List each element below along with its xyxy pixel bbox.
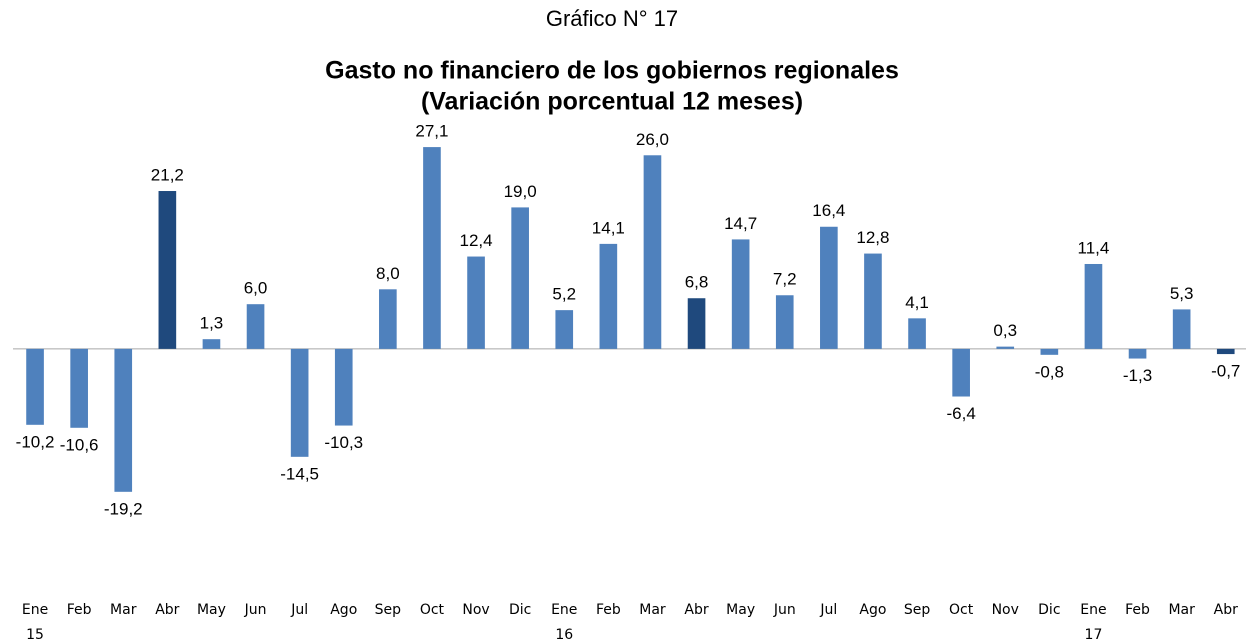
- data-label: 12,8: [856, 228, 889, 247]
- x-tick-label: May: [726, 602, 755, 618]
- data-label: -10,2: [16, 432, 55, 451]
- data-label: -10,6: [60, 435, 99, 454]
- x-tick-label: Ago: [330, 602, 357, 618]
- data-label: 0,3: [993, 321, 1017, 340]
- bar: [1084, 263, 1103, 349]
- x-tick-label: Jun: [773, 602, 796, 618]
- x-tick-label: Jul: [290, 602, 308, 618]
- data-label: 8,0: [376, 264, 400, 283]
- data-label: 16,4: [812, 201, 845, 220]
- data-label: -1,3: [1123, 366, 1152, 385]
- x-tick-label: Feb: [596, 602, 621, 618]
- data-label: 11,4: [1078, 238, 1110, 257]
- data-label: -0,7: [1211, 362, 1240, 381]
- x-tick-label: Ene 15: [22, 602, 48, 643]
- chart-title: Gráfico N° 17: [546, 6, 678, 31]
- data-label: 27,1: [415, 122, 448, 141]
- data-label: -6,4: [947, 404, 976, 423]
- x-tick-label: Ene 17: [1080, 602, 1106, 643]
- x-tick-label: Jun: [244, 602, 267, 618]
- x-tick-label: Abr: [1214, 602, 1238, 618]
- x-tick-label: May: [197, 602, 226, 618]
- data-label: 5,2: [552, 285, 576, 304]
- x-tick-label: Sep: [375, 602, 402, 618]
- data-label: 19,0: [504, 182, 537, 201]
- x-tick-label: Oct: [420, 602, 445, 618]
- bar: [334, 348, 353, 426]
- x-tick-label: Sep: [904, 602, 931, 618]
- data-label: 14,7: [724, 214, 757, 233]
- bar: [820, 226, 838, 349]
- x-tick-label: Mar: [1168, 602, 1195, 618]
- x-tick-label: Feb: [67, 602, 92, 618]
- data-label: 14,1: [592, 218, 625, 237]
- bar: [996, 346, 1015, 349]
- x-tick-label: Mar: [639, 602, 666, 618]
- data-label: 5,3: [1170, 284, 1194, 303]
- bar: [908, 318, 926, 349]
- bar: [158, 191, 177, 349]
- data-label: -10,3: [324, 433, 363, 452]
- bar: [246, 304, 265, 349]
- x-tick-label: Oct: [949, 602, 974, 618]
- data-label: -0,8: [1035, 362, 1064, 381]
- data-label: 6,8: [685, 273, 709, 292]
- data-label: 12,4: [460, 231, 493, 250]
- bar: [1216, 348, 1235, 355]
- x-tick-label: Ago: [859, 602, 886, 618]
- bar: [202, 339, 221, 349]
- bar: [114, 348, 133, 492]
- x-tick-label: Jul: [819, 602, 837, 618]
- bar: [643, 155, 662, 349]
- x-tick-label: Dic: [1038, 602, 1060, 618]
- x-tick-label: Nov: [462, 602, 489, 618]
- bar: [467, 256, 485, 349]
- x-tick-label: Mar: [110, 602, 137, 618]
- chart-subtitle: Gasto no financiero de los gobiernos reg…: [325, 57, 899, 85]
- data-label: 4,1: [905, 293, 929, 312]
- data-label: 7,2: [773, 270, 797, 289]
- x-tick-label: Ene 16: [551, 602, 577, 643]
- bar: [952, 348, 970, 397]
- bar: [379, 289, 397, 349]
- bar: [1128, 348, 1147, 359]
- data-label: 21,2: [151, 166, 184, 185]
- x-tick-label: Dic: [509, 602, 531, 618]
- data-label: -14,5: [280, 464, 319, 483]
- chart-subtitle: (Variación porcentual 12 meses): [421, 88, 803, 116]
- data-label: 26,0: [636, 130, 669, 149]
- x-tick-label: Nov: [992, 602, 1019, 618]
- data-label: -19,2: [104, 499, 143, 518]
- bar: [1172, 309, 1191, 349]
- data-label: 1,3: [200, 314, 224, 333]
- bar: [290, 348, 309, 457]
- bar: [599, 243, 618, 349]
- x-tick-label: Abr: [155, 602, 179, 618]
- x-tick-label: Abr: [684, 602, 708, 618]
- bar: [1040, 348, 1059, 355]
- bar: [511, 207, 529, 349]
- data-label: 6,0: [244, 279, 268, 298]
- bar: [687, 298, 706, 349]
- bar: [731, 239, 750, 349]
- bar: [555, 310, 574, 349]
- bar: [864, 253, 882, 349]
- bar: [70, 348, 88, 428]
- bar: [26, 348, 44, 425]
- bar: [775, 295, 794, 349]
- bar: [423, 147, 441, 349]
- x-tick-label: Feb: [1125, 602, 1150, 618]
